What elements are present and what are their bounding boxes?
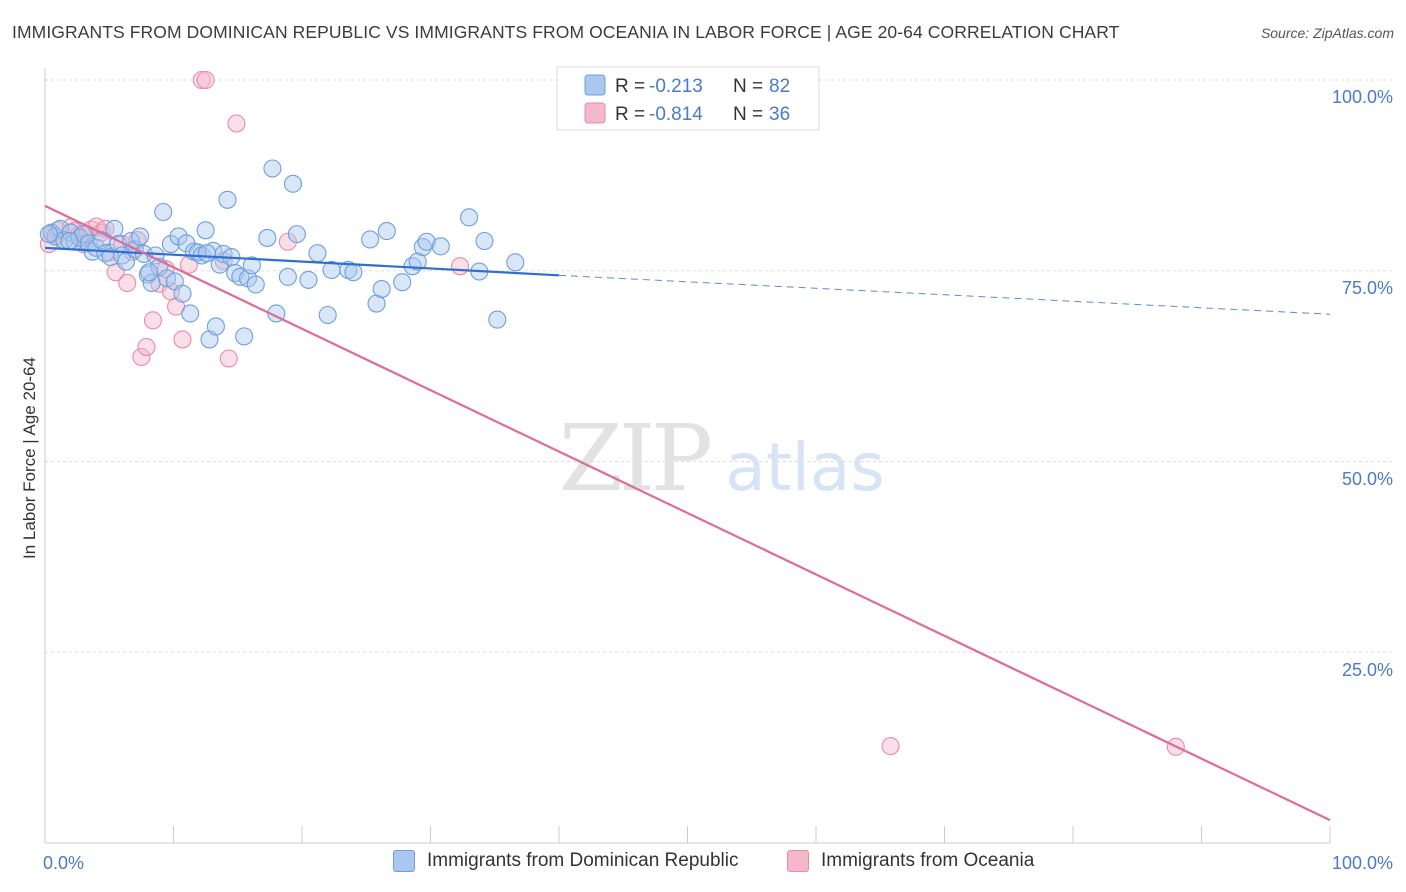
point-blue-30 [169,227,188,246]
point-blue-55 [283,174,303,193]
point-blue-72 [431,237,450,256]
point-blue-58 [308,244,327,263]
legend-label-dominican: Immigrants from Dominican Republic [427,850,739,871]
trend-lines [44,204,1331,822]
point-pink-21 [143,311,162,330]
point-blue-63 [361,230,380,249]
point-pink-26 [173,330,192,349]
point-blue-75 [475,231,494,251]
gridlines [45,79,1393,653]
legend-label-oceania: Immigrants from Oceania [821,850,1035,871]
trend-pink [44,204,1331,822]
point-pink-19 [132,347,151,367]
point-blue-78 [39,225,58,244]
point-blue-50 [246,275,265,294]
point-blue-73 [459,208,479,227]
point-blue-51 [258,228,277,247]
legend-n-value-pink: 36 [769,104,790,125]
chart-title: IMMIGRANTS FROM DOMINICAN REPUBLIC VS IM… [12,22,1120,42]
series-dominican-points [39,159,525,349]
point-pink-20 [137,337,156,357]
legend-r-value-blue: -0.213 [649,76,703,97]
point-blue-14 [105,219,124,238]
x-tick-label-1: 100.0% [1332,853,1393,873]
legend-stat-swatch-blue [584,74,606,96]
axes [44,68,1331,844]
point-blue-26 [154,202,173,222]
legend-bottom: Immigrants from Dominican Republic Immig… [0,850,1406,880]
legend-item-dominican: Immigrants from Dominican Republic [393,850,739,872]
legend-n-label-blue: N = [733,76,763,97]
x-tick-label-0: 0.0% [43,853,84,873]
legend-stats: R = -0.213 N = 82 R = -0.814 N = 36 [556,66,820,131]
legend-swatch-dominican [393,850,415,872]
point-blue-76 [488,310,507,329]
point-blue-43 [218,190,237,209]
point-blue-47 [235,327,254,346]
point-blue-67 [393,273,412,292]
point-blue-65 [372,280,391,299]
y-axis-label: In Labor Force | Age 20-64 [20,357,39,559]
point-blue-57 [299,270,318,289]
point-pink-31 [219,349,238,368]
point-blue-77 [506,253,525,272]
point-blue-80 [197,244,216,263]
point-blue-31 [173,284,192,303]
legend-stat-swatch-pink [584,102,606,124]
point-blue-20 [131,227,150,246]
y-tick-label-3: 100.0% [1332,87,1393,107]
tick-labels: 25.0% 50.0% 75.0% 100.0% 0.0% 100.0% [43,87,1393,873]
point-blue-81 [140,263,159,282]
legend-item-oceania: Immigrants from Oceania [787,850,1034,872]
watermark-atlas: atlas [725,429,885,506]
point-blue-59 [318,305,337,325]
source-label: Source: ZipAtlas.com [1260,25,1394,41]
point-blue-46 [231,267,250,286]
legend-r-label-pink: R = [615,104,645,125]
point-blue-40 [206,317,225,336]
legend-n-value-blue: 82 [769,76,790,97]
point-blue-52 [263,159,282,178]
point-pink-34 [451,257,470,276]
y-tick-label-0: 25.0% [1342,660,1393,680]
point-blue-66 [377,222,396,241]
trend-blue-extension [558,274,1331,315]
point-blue-71 [417,232,436,251]
point-blue-2 [51,219,70,238]
y-tick-label-1: 50.0% [1342,469,1393,489]
point-blue-79 [60,231,79,251]
point-blue-33 [181,304,200,323]
point-pink-29 [196,70,215,90]
point-pink-16 [118,273,137,293]
point-blue-69 [408,252,427,271]
y-tick-label-2: 75.0% [1342,278,1393,298]
point-blue-62 [344,263,363,282]
legend-n-label-pink: N = [733,104,763,125]
legend-r-label-blue: R = [615,76,645,97]
point-blue-56 [287,225,306,244]
legend-swatch-oceania [787,850,809,872]
watermark-zip: ZIP [559,405,710,512]
legend-r-value-pink: -0.814 [649,104,703,125]
point-blue-37 [196,221,215,240]
point-blue-49 [242,256,261,275]
point-pink-35 [881,737,900,756]
point-blue-64 [367,294,386,313]
point-pink-28 [192,70,211,90]
watermark: ZIP atlas [559,405,885,512]
trend-blue [44,246,560,277]
point-pink-32 [227,114,246,133]
point-blue-28 [161,234,180,254]
point-blue-54 [278,267,297,286]
